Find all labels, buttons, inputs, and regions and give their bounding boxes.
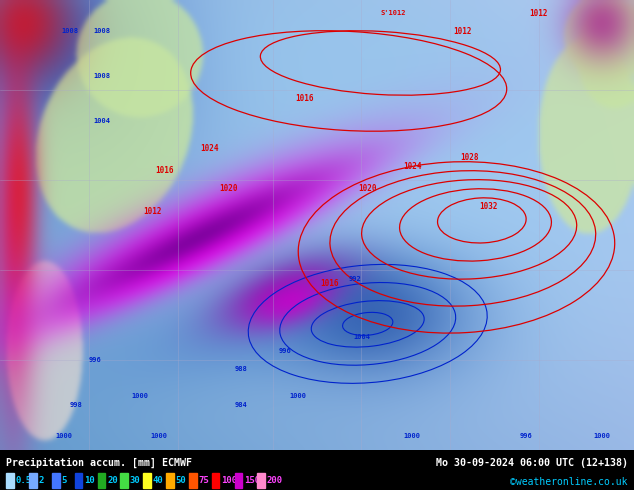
- Text: 1020: 1020: [219, 184, 238, 194]
- Text: 984: 984: [235, 402, 247, 408]
- Bar: [166, 473, 174, 489]
- Text: 1000: 1000: [594, 433, 611, 440]
- Text: 1008: 1008: [61, 28, 78, 34]
- Text: 998: 998: [70, 402, 82, 408]
- Text: 200: 200: [267, 476, 283, 485]
- Text: 996: 996: [520, 433, 533, 440]
- Text: 1032: 1032: [479, 202, 498, 211]
- Text: 50: 50: [176, 476, 186, 485]
- Text: 1024: 1024: [403, 162, 422, 171]
- Text: 1004: 1004: [93, 119, 110, 124]
- Text: 5: 5: [61, 476, 67, 485]
- Text: 1020: 1020: [358, 184, 377, 194]
- Text: 1000: 1000: [404, 433, 420, 440]
- Text: Mo 30-09-2024 06:00 UTC (12+138): Mo 30-09-2024 06:00 UTC (12+138): [436, 458, 628, 468]
- Bar: [98, 473, 105, 489]
- Text: 996: 996: [89, 357, 101, 363]
- Bar: [257, 473, 265, 489]
- Bar: [29, 473, 37, 489]
- Text: 1012: 1012: [143, 207, 162, 216]
- Text: 1000: 1000: [131, 393, 148, 399]
- Text: 1012: 1012: [453, 27, 472, 36]
- Bar: [189, 473, 197, 489]
- Text: 1016: 1016: [155, 167, 174, 175]
- Bar: [120, 473, 128, 489]
- Bar: [212, 473, 219, 489]
- Text: 1000: 1000: [290, 393, 306, 399]
- Text: ©weatheronline.co.uk: ©weatheronline.co.uk: [510, 477, 628, 487]
- Text: 10: 10: [84, 476, 95, 485]
- Bar: [75, 473, 82, 489]
- Bar: [235, 473, 242, 489]
- Text: 2: 2: [39, 476, 44, 485]
- Text: 1004: 1004: [353, 334, 370, 341]
- Text: 20: 20: [107, 476, 118, 485]
- Text: 1008: 1008: [93, 28, 110, 34]
- Text: 1016: 1016: [320, 279, 339, 288]
- Text: 40: 40: [153, 476, 164, 485]
- Text: Precipitation accum. [mm] ECMWF: Precipitation accum. [mm] ECMWF: [6, 458, 192, 468]
- Bar: [143, 473, 151, 489]
- Text: 1024: 1024: [200, 144, 219, 153]
- Text: 996: 996: [279, 348, 292, 354]
- Bar: [6, 473, 14, 489]
- Bar: [52, 473, 60, 489]
- Text: S'1012: S'1012: [380, 10, 406, 17]
- Text: 1028: 1028: [460, 153, 479, 162]
- Text: 150: 150: [244, 476, 260, 485]
- Text: 100: 100: [221, 476, 237, 485]
- Text: 0.5: 0.5: [16, 476, 32, 485]
- Text: 1008: 1008: [93, 74, 110, 79]
- Text: 30: 30: [130, 476, 141, 485]
- Text: 1012: 1012: [529, 9, 548, 18]
- Text: 988: 988: [235, 366, 247, 372]
- Text: 1000: 1000: [150, 433, 167, 440]
- Text: 992: 992: [349, 276, 361, 282]
- Text: 75: 75: [198, 476, 209, 485]
- Text: 1000: 1000: [55, 433, 72, 440]
- Text: 1016: 1016: [295, 95, 314, 103]
